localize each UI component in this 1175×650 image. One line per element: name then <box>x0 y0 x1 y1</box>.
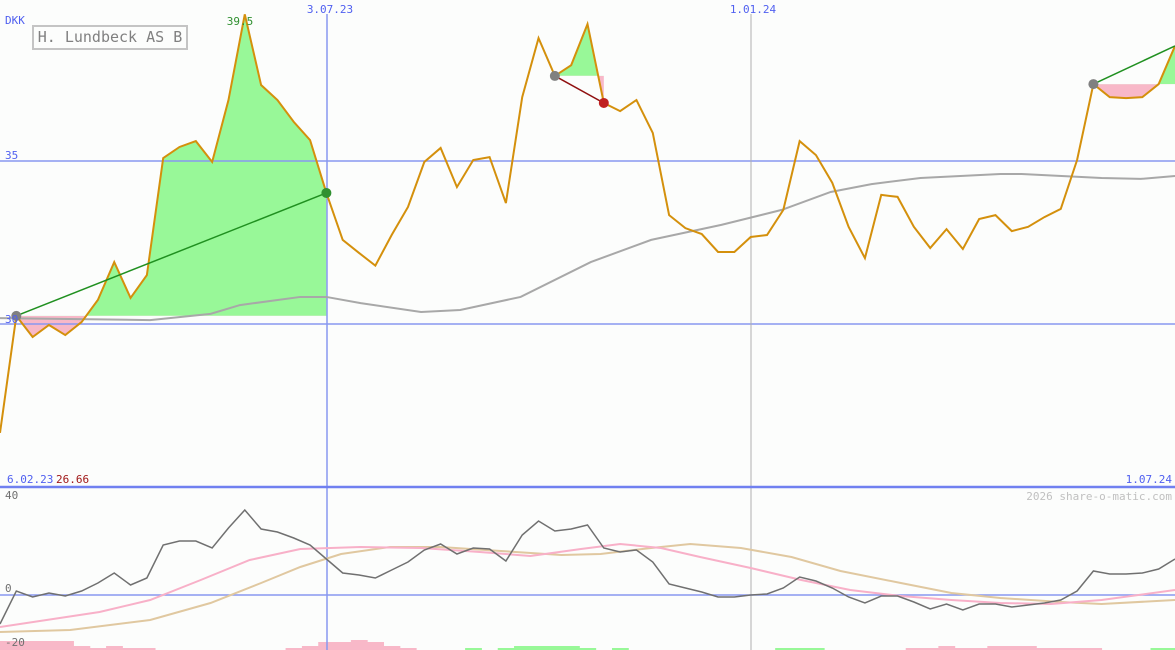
min-price-label: 26.66 <box>56 473 89 486</box>
signal-tan-line <box>0 542 1175 633</box>
trade-entry-marker <box>1088 79 1099 90</box>
histogram-bar <box>1036 648 1054 650</box>
histogram-bar <box>285 648 303 650</box>
histogram-bar <box>563 646 580 650</box>
histogram-bar <box>1085 648 1103 650</box>
histogram-bar <box>971 648 988 650</box>
x-tick-label: 1.01.24 <box>730 3 777 16</box>
histogram-bar <box>57 641 74 650</box>
histogram-bar <box>546 646 564 650</box>
gain-area <box>1093 45 1175 85</box>
histogram-bar <box>106 646 123 650</box>
x-tick-label: 3.07.23 <box>307 3 353 16</box>
histogram-bar <box>350 640 368 650</box>
trade-exit-marker <box>598 97 609 108</box>
histogram-bar <box>122 648 140 650</box>
histogram-bar <box>807 648 825 650</box>
histogram-bar <box>775 648 792 650</box>
histogram-bar <box>611 648 629 650</box>
max-price-label: 39.5 <box>227 15 254 28</box>
histogram-bar <box>1019 646 1037 650</box>
histogram-bar <box>938 646 956 650</box>
histogram-bar <box>399 648 417 650</box>
histogram-bar <box>334 642 352 650</box>
histogram-bar <box>138 648 156 650</box>
oscillator-y-tick: -20 <box>5 636 25 649</box>
trade-entry-marker <box>549 70 560 81</box>
histogram-bar <box>40 641 58 650</box>
gain-area <box>16 14 327 316</box>
histogram-bar <box>0 641 9 650</box>
histogram-bar <box>922 648 939 650</box>
histogram-bar <box>905 648 923 650</box>
histogram-bar <box>301 646 319 650</box>
signal-pink-line <box>0 542 1175 628</box>
histogram-bar <box>1166 648 1175 650</box>
chart-title: H. Lundbeck AS B <box>32 25 188 50</box>
histogram-bar <box>465 648 482 650</box>
x-tick-label: 6.02.23 <box>7 473 53 486</box>
gain-area <box>554 24 604 76</box>
loss-area <box>1093 84 1175 99</box>
currency-label: DKK <box>5 14 25 27</box>
histogram-bar <box>954 648 972 650</box>
trade-line <box>1093 45 1175 85</box>
trade-line <box>554 75 605 104</box>
histogram-bar <box>530 646 548 650</box>
trade-exit-marker <box>321 187 332 198</box>
histogram-bar <box>1068 648 1086 650</box>
histogram-bar <box>89 648 107 650</box>
histogram-bar <box>24 641 42 650</box>
histogram-bar <box>367 642 385 650</box>
oscillator-line <box>0 508 1175 625</box>
x-tick-label: 1.07.24 <box>1126 473 1173 486</box>
histogram-bar <box>1052 648 1070 650</box>
histogram-bar <box>791 648 809 650</box>
histogram-bar <box>383 646 401 650</box>
trade-line <box>16 192 327 317</box>
trade-entry-marker <box>11 310 22 321</box>
watermark: 2026 share-o-matic.com <box>1026 490 1172 503</box>
histogram-bar <box>987 646 1005 650</box>
histogram-bar <box>1003 646 1021 650</box>
price-line <box>0 14 1175 434</box>
y-tick-label: 30 <box>5 313 18 326</box>
histogram-bar <box>497 648 515 650</box>
histogram-bar <box>73 646 91 650</box>
moving-average-line <box>0 173 1175 322</box>
histogram-bar <box>514 646 531 650</box>
histogram-bar <box>8 641 25 650</box>
oscillator-y-tick: 40 <box>5 489 18 502</box>
oscillator-y-tick: 0 <box>5 582 12 595</box>
histogram-bar <box>1150 648 1168 650</box>
histogram-bar <box>579 648 597 650</box>
y-tick-label: 35 <box>5 149 18 162</box>
